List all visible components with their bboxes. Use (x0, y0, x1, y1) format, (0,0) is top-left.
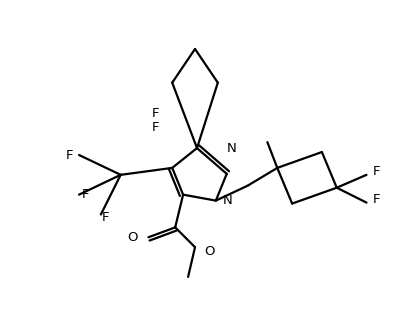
Text: F: F (373, 193, 380, 206)
Text: O: O (204, 245, 215, 258)
Text: F: F (82, 188, 90, 201)
Text: F: F (373, 165, 380, 178)
Text: F: F (152, 107, 159, 120)
Text: O: O (127, 231, 138, 244)
Text: F: F (152, 121, 159, 134)
Text: N: N (223, 194, 232, 207)
Text: N: N (227, 141, 236, 155)
Text: F: F (102, 211, 110, 224)
Text: F: F (65, 148, 73, 162)
